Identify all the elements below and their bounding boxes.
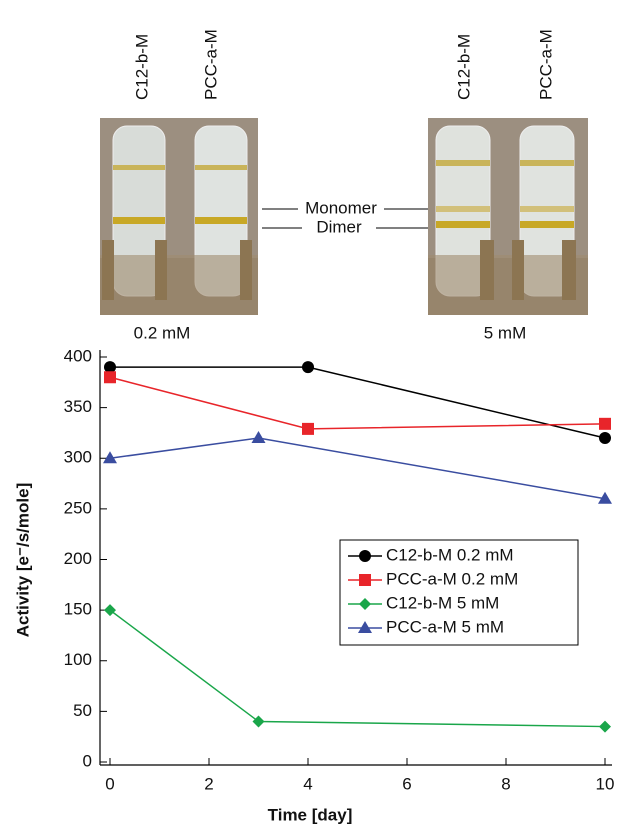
concentration-label: 5 mM [484, 323, 527, 342]
y-tick-label: 300 [64, 448, 92, 467]
legend-marker [359, 598, 371, 610]
x-axis-label: Time [day] [268, 805, 353, 824]
x-tick-label: 2 [204, 774, 213, 793]
y-tick-label: 200 [64, 549, 92, 568]
y-tick-label: 350 [64, 397, 92, 416]
data-point [104, 361, 116, 374]
data-point [599, 417, 611, 430]
band-label: Dimer [316, 217, 362, 236]
tube-label: PCC-a-M [201, 29, 220, 100]
legend-label: PCC-a-M 5 mM [386, 617, 504, 636]
series-line [109, 437, 606, 500]
x-tick-label: 0 [105, 774, 114, 793]
data-point [598, 491, 612, 504]
x-tick-label: 4 [303, 774, 312, 793]
legend-marker [359, 574, 371, 586]
y-tick-label: 0 [83, 751, 92, 770]
legend-label: PCC-a-M 0.2 mM [386, 569, 518, 588]
legend-marker [359, 550, 371, 562]
x-tick-label: 8 [501, 774, 510, 793]
series-line [109, 376, 606, 430]
data-point [104, 371, 116, 384]
tube-label: C12-b-M [132, 34, 151, 100]
legend-marker [358, 621, 372, 633]
data-point [251, 431, 266, 443]
data-point [302, 422, 314, 435]
data-point [302, 361, 314, 374]
tube-label: PCC-a-M [536, 29, 555, 100]
data-point [104, 604, 116, 617]
legend-label: C12-b-M 0.2 mM [386, 545, 514, 564]
concentration-label: 0.2 mM [134, 323, 191, 342]
band-label: Monomer [305, 198, 377, 217]
x-tick-label: 6 [402, 774, 411, 793]
legend-label: C12-b-M 5 mM [386, 593, 499, 612]
data-point [599, 432, 611, 444]
y-axis-label: Activity [e⁻/s/mole] [13, 483, 32, 637]
data-point [103, 451, 117, 464]
x-tick-label: 10 [596, 774, 615, 793]
photo-left [100, 118, 258, 315]
data-point [252, 715, 265, 728]
photo-right [428, 118, 588, 315]
tube-label: C12-b-M [454, 34, 473, 100]
data-point [599, 720, 611, 733]
y-tick-label: 100 [64, 650, 92, 669]
y-tick-label: 50 [73, 701, 92, 720]
y-tick-label: 250 [64, 498, 92, 517]
y-tick-label: 400 [64, 346, 92, 365]
y-tick-label: 150 [64, 600, 92, 619]
